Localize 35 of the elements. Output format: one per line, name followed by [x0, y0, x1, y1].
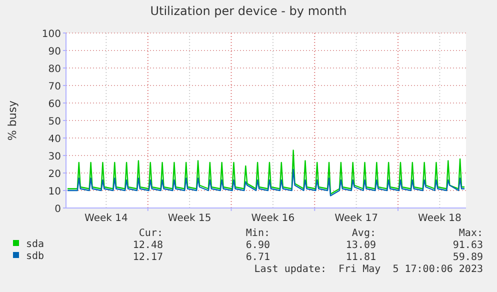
- line-series: [66, 150, 466, 195]
- text: 6.90: [246, 240, 270, 251]
- text: 91.63: [452, 240, 483, 251]
- y-tick-label: 100: [42, 29, 61, 40]
- text: Max:: [458, 228, 483, 239]
- y-tick-label: 70: [48, 82, 61, 92]
- y-tick-label: 10: [48, 186, 61, 198]
- y-tick-label: 50: [48, 116, 61, 128]
- text: Last update: Fri May 5 17:00:06 2023: [254, 264, 483, 275]
- text: 13.09: [346, 240, 376, 251]
- y-tick-label: 40: [48, 134, 61, 145]
- line-series: [66, 168, 466, 196]
- x-tick-label: Week 14: [84, 213, 128, 224]
- y-axis-title: % busy: [6, 100, 19, 141]
- y-tick-label: 60: [48, 99, 61, 110]
- legend-label: sdb: [26, 251, 44, 262]
- y-tick-label: 90: [48, 46, 61, 58]
- chart-title: Utilization per device - by month: [150, 4, 347, 18]
- text: 11.81: [346, 252, 376, 263]
- y-tick-label: 20: [48, 169, 61, 180]
- y-tick-label: 0: [54, 204, 61, 215]
- x-tick-label: Week 17: [334, 213, 378, 224]
- text: Cur:: [138, 228, 163, 239]
- legend-label: sda: [26, 239, 44, 250]
- y-tick-label: 80: [48, 64, 61, 75]
- y-tick-label: 30: [48, 152, 61, 162]
- text: 6.71: [246, 252, 270, 263]
- x-tick-label: Week 18: [418, 213, 462, 224]
- text: 12.48: [132, 240, 163, 251]
- text: 59.89: [452, 252, 483, 263]
- x-tick-label: Week 15: [168, 213, 212, 224]
- text: Min:: [246, 228, 270, 239]
- text: 12.17: [132, 252, 163, 263]
- text: Avg:: [352, 228, 376, 239]
- x-tick-label: Week 16: [251, 213, 295, 224]
